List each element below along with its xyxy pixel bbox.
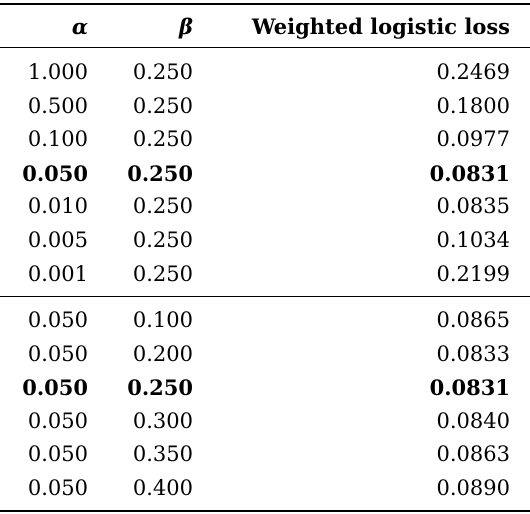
beta-cell: 0.250 bbox=[132, 228, 193, 252]
beta-cell: 0.200 bbox=[132, 341, 193, 366]
alpha-header: α bbox=[71, 14, 88, 39]
table-row: 0.001 0.250 0.2199 bbox=[0, 258, 530, 292]
table-row: 0.050 0.300 0.0840 bbox=[0, 405, 530, 439]
table-row: 0.050 0.100 0.0865 bbox=[0, 304, 530, 338]
loss-cell: 0.0977 bbox=[436, 127, 510, 152]
beta-cell: 0.100 bbox=[132, 308, 193, 332]
table-row: 0.050 0.200 0.0833 bbox=[0, 338, 530, 372]
beta-cell: 0.250 bbox=[132, 194, 193, 219]
beta-cell: 0.250 bbox=[127, 160, 193, 186]
loss-cell: 0.2469 bbox=[436, 60, 510, 84]
table-header: α β Weighted logistic loss bbox=[0, 10, 530, 44]
header-rule bbox=[0, 47, 530, 48]
table-row: 0.010 0.250 0.0835 bbox=[0, 190, 530, 224]
loss-cell: 0.2199 bbox=[436, 261, 510, 286]
alpha-cell: 0.005 bbox=[27, 228, 88, 252]
table-row: 0.100 0.250 0.0977 bbox=[0, 123, 530, 157]
table-row: 0.050 0.400 0.0890 bbox=[0, 472, 530, 506]
alpha-cell: 0.050 bbox=[27, 442, 88, 467]
table-row: 1.000 0.250 0.2469 bbox=[0, 56, 530, 90]
alpha-cell: 0.050 bbox=[27, 308, 88, 332]
beta-cell: 0.250 bbox=[132, 127, 193, 152]
beta-cell: 0.250 bbox=[127, 375, 193, 401]
top-rule bbox=[0, 3, 530, 5]
alpha-cell: 0.010 bbox=[27, 194, 88, 219]
beta-cell: 0.250 bbox=[132, 93, 193, 118]
table-row: 0.500 0.250 0.1800 bbox=[0, 90, 530, 124]
loss-cell: 0.0890 bbox=[436, 476, 510, 500]
loss-cell: 0.0865 bbox=[436, 308, 510, 332]
table-row: 0.050 0.350 0.0863 bbox=[0, 438, 530, 472]
beta-cell: 0.400 bbox=[132, 476, 193, 500]
loss-cell: 0.0831 bbox=[429, 160, 510, 186]
table-row: 0.050 0.250 0.0831 bbox=[0, 371, 530, 405]
alpha-cell: 0.050 bbox=[27, 341, 88, 366]
beta-cell: 0.250 bbox=[132, 261, 193, 286]
table-row: 0.050 0.250 0.0831 bbox=[0, 157, 530, 191]
beta-cell: 0.300 bbox=[132, 408, 193, 433]
alpha-cell: 0.050 bbox=[27, 476, 88, 500]
loss-cell: 0.0835 bbox=[436, 194, 510, 219]
beta-cell: 0.350 bbox=[132, 442, 193, 467]
loss-cell: 0.1034 bbox=[436, 228, 510, 252]
alpha-cell: 0.050 bbox=[22, 160, 88, 186]
alpha-cell: 0.100 bbox=[27, 127, 88, 152]
alpha-cell: 0.500 bbox=[27, 93, 88, 118]
beta-cell: 0.250 bbox=[132, 60, 193, 84]
beta-header: β bbox=[179, 14, 193, 39]
table-row: 0.005 0.250 0.1034 bbox=[0, 224, 530, 258]
loss-cell: 0.0833 bbox=[436, 341, 510, 366]
loss-cell: 0.0840 bbox=[436, 408, 510, 433]
alpha-cell: 0.050 bbox=[22, 375, 88, 401]
alpha-cell: 1.000 bbox=[27, 60, 88, 84]
bottom-rule bbox=[0, 510, 530, 512]
loss-cell: 0.1800 bbox=[436, 93, 510, 118]
loss-cell: 0.0863 bbox=[436, 442, 510, 467]
loss-cell: 0.0831 bbox=[429, 375, 510, 401]
alpha-cell: 0.001 bbox=[27, 261, 88, 286]
loss-header: Weighted logistic loss bbox=[251, 14, 510, 39]
mid-rule bbox=[0, 296, 530, 297]
alpha-cell: 0.050 bbox=[27, 408, 88, 433]
